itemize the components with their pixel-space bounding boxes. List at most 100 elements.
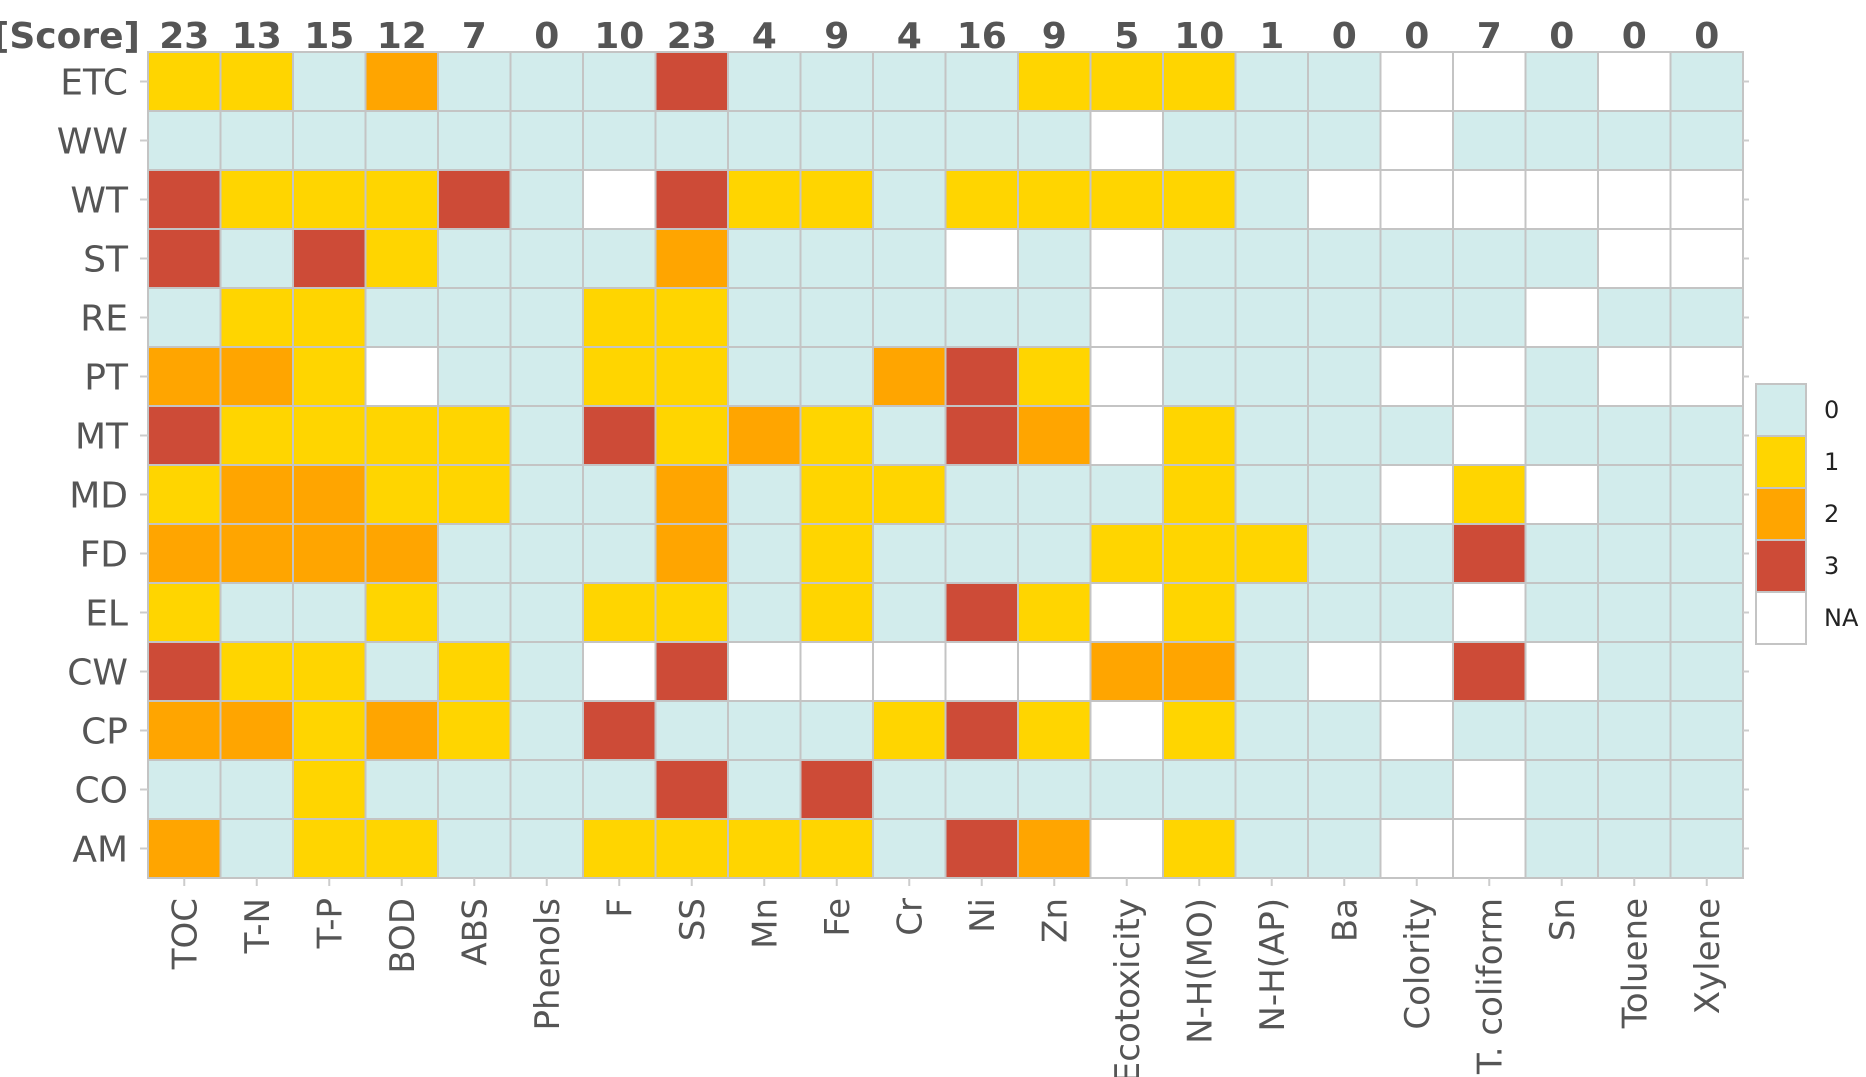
cell-mt-n-h-ap — [1234, 405, 1309, 466]
cell-re-phenols — [509, 287, 584, 348]
cell-etc-ecotoxicity — [1089, 51, 1164, 112]
cell-re-mn — [727, 287, 802, 348]
cell-pt-ecotoxicity — [1089, 346, 1164, 407]
cell-cw-bod — [364, 641, 439, 702]
cell-am-toluene — [1597, 818, 1672, 879]
cell-pt-t-n — [219, 346, 294, 407]
cell-etc-t-coliform — [1452, 51, 1527, 112]
cell-md-zn — [1017, 464, 1092, 525]
cell-st-ecotoxicity — [1089, 228, 1164, 289]
cell-co-ecotoxicity — [1089, 759, 1164, 820]
score-value-n-h-mo: 10 — [1174, 16, 1224, 57]
cell-cw-n-h-mo — [1162, 641, 1237, 702]
score-value-t-n: 13 — [232, 16, 282, 57]
cell-am-bod — [364, 818, 439, 879]
cell-wt-ni — [944, 169, 1019, 230]
column-label-ni: Ni — [963, 898, 1003, 933]
cell-el-phenols — [509, 582, 584, 643]
score-value-phenols: 0 — [534, 16, 559, 57]
cell-cp-bod — [364, 700, 439, 761]
row-label-cp: CP — [81, 712, 128, 753]
cell-cp-colority — [1379, 700, 1454, 761]
cell-mt-zn — [1017, 405, 1092, 466]
cell-el-cr — [872, 582, 947, 643]
row-label-re: RE — [80, 299, 128, 340]
cell-pt-ni — [944, 346, 1019, 407]
column-label-n-h-ap: N-H(AP) — [1253, 898, 1293, 1032]
legend-swatch-0 — [1755, 383, 1807, 437]
cell-etc-bod — [364, 51, 439, 112]
row-label-st: ST — [83, 240, 129, 281]
cell-re-t-p — [292, 287, 367, 348]
cell-fd-t-coliform — [1452, 523, 1527, 584]
cell-mt-fe — [799, 405, 874, 466]
score-value-sn: 0 — [1549, 16, 1574, 57]
cell-fd-ss — [654, 523, 729, 584]
score-value-n-h-ap: 1 — [1259, 16, 1284, 57]
cell-co-ni — [944, 759, 1019, 820]
cell-re-colority — [1379, 287, 1454, 348]
cell-fd-t-p — [292, 523, 367, 584]
column-label-phenols: Phenols — [528, 898, 568, 1030]
cell-fd-colority — [1379, 523, 1454, 584]
cell-md-xylene — [1669, 464, 1744, 525]
score-value-cr: 4 — [897, 16, 922, 57]
cell-am-n-h-ap — [1234, 818, 1309, 879]
score-values: 23 13 15 12 7 0 10 23 4 9 4 16 9 5 10 1 0 0 7 0 0 0 — [159, 16, 1719, 57]
cell-el-n-h-mo — [1162, 582, 1237, 643]
column-label-ba: Ba — [1325, 898, 1365, 942]
cell-am-phenols — [509, 818, 584, 879]
cell-md-bod — [364, 464, 439, 525]
cell-st-phenols — [509, 228, 584, 289]
column-label-colority: Colority — [1398, 898, 1438, 1030]
cell-am-t-n — [219, 818, 294, 879]
cell-cp-phenols — [509, 700, 584, 761]
column-label-fe: Fe — [818, 898, 858, 937]
cell-cp-f — [582, 700, 657, 761]
cell-el-t-coliform — [1452, 582, 1527, 643]
cell-mt-xylene — [1669, 405, 1744, 466]
cell-etc-n-h-ap — [1234, 51, 1309, 112]
cell-cp-n-h-mo — [1162, 700, 1237, 761]
cell-mt-ss — [654, 405, 729, 466]
cell-pt-t-coliform — [1452, 346, 1527, 407]
cell-co-n-h-mo — [1162, 759, 1237, 820]
cell-pt-toluene — [1597, 346, 1672, 407]
cell-co-mn — [727, 759, 802, 820]
legend-swatch-2 — [1755, 487, 1807, 541]
cell-el-ni — [944, 582, 1019, 643]
cell-am-mn — [727, 818, 802, 879]
cell-st-ba — [1307, 228, 1382, 289]
column-label-toluene: Toluene — [1615, 898, 1655, 1029]
legend-label-0: 0 — [1824, 396, 1839, 424]
cell-pt-bod — [364, 346, 439, 407]
cell-ww-abs — [437, 110, 512, 171]
row-label-wt: WT — [70, 181, 129, 222]
cell-st-t-coliform — [1452, 228, 1527, 289]
cell-fd-bod — [364, 523, 439, 584]
score-header-label: [Score] — [0, 16, 140, 57]
row-label-cw: CW — [67, 653, 128, 694]
cell-ww-ni — [944, 110, 1019, 171]
cell-st-n-h-ap — [1234, 228, 1309, 289]
cell-md-colority — [1379, 464, 1454, 525]
cell-cw-colority — [1379, 641, 1454, 702]
column-label-n-h-mo: N-H(MO) — [1180, 898, 1220, 1044]
legend-label-na: NA — [1824, 604, 1859, 632]
cell-md-n-h-ap — [1234, 464, 1309, 525]
cell-cw-t-p — [292, 641, 367, 702]
cell-md-ss — [654, 464, 729, 525]
cell-el-n-h-ap — [1234, 582, 1309, 643]
cell-ww-ss — [654, 110, 729, 171]
cell-cp-zn — [1017, 700, 1092, 761]
cell-etc-colority — [1379, 51, 1454, 112]
cell-st-mn — [727, 228, 802, 289]
cell-el-ba — [1307, 582, 1382, 643]
cell-am-sn — [1524, 818, 1599, 879]
cell-fd-t-n — [219, 523, 294, 584]
cell-etc-f — [582, 51, 657, 112]
cell-re-toluene — [1597, 287, 1672, 348]
cell-st-t-n — [219, 228, 294, 289]
cell-cw-sn — [1524, 641, 1599, 702]
row-label-am: AM — [72, 830, 128, 871]
